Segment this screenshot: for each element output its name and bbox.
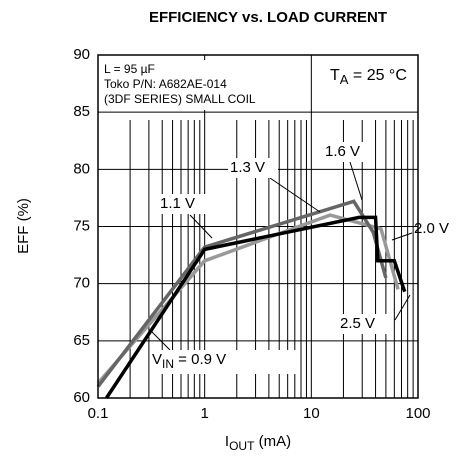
annotation: 2.0 V — [414, 220, 449, 237]
annotation-arrows — [149, 161, 413, 351]
arrow — [394, 294, 411, 321]
annotation: 1.3 V — [230, 159, 265, 176]
temperature: TA = 25 °C — [330, 67, 407, 87]
arrow — [391, 232, 413, 241]
label-bg — [228, 158, 278, 178]
plot-frame — [97, 54, 419, 399]
arrow — [269, 177, 321, 213]
annotation: 1.6 V — [325, 143, 360, 160]
annotation: 2.5 V — [340, 315, 375, 332]
label-bg — [323, 142, 373, 162]
y-tick-label: 65 — [73, 332, 90, 349]
x-tick-label: 10 — [303, 405, 320, 422]
temp-sub: A — [340, 72, 349, 87]
note: (3DF SERIES) SMALL COIL — [104, 92, 256, 106]
label-bg — [338, 314, 388, 334]
y-tick-label: 60 — [73, 389, 90, 406]
vin-label: VIN = 0.9 V — [152, 351, 226, 371]
y-tick-label: 90 — [73, 46, 90, 63]
series-line — [104, 215, 407, 399]
y-tick-label: 80 — [73, 160, 90, 177]
label-bg — [150, 350, 300, 374]
y-tick-label: 85 — [73, 103, 90, 120]
y-axis-label: EFF (%) — [15, 198, 32, 254]
note: L = 95 µF — [104, 62, 155, 76]
arrow — [349, 161, 363, 201]
note-box — [100, 60, 310, 110]
y-tick-label: 70 — [73, 275, 90, 292]
x-label-main: I — [225, 433, 229, 450]
y-tick-label: 75 — [73, 217, 90, 234]
temp-main: T — [330, 67, 340, 84]
temp-rest: = 25 °C — [348, 67, 406, 84]
arrow — [189, 214, 213, 239]
x-tick-label: 0.1 — [88, 405, 109, 422]
chart-title: EFFICIENCY vs. LOAD CURRENT — [149, 9, 387, 26]
x-tick-label: 100 — [405, 405, 430, 422]
x-tick-label: 1 — [200, 405, 208, 422]
annotation: 1.1 V — [160, 195, 195, 212]
vin-sub: IN — [162, 357, 174, 371]
vin-main: V — [152, 351, 162, 368]
lines — [96, 199, 407, 399]
x-label-sub: OUT — [229, 439, 255, 453]
x-axis-label: IOUT (mA) — [225, 433, 291, 453]
note: Toko P/N: A682AE-014 — [104, 77, 227, 91]
label-bg — [158, 194, 208, 214]
temp-box — [324, 62, 416, 92]
arrow — [149, 329, 171, 351]
x-label-rest: (mA) — [254, 433, 291, 450]
vin-rest: = 0.9 V — [174, 351, 226, 368]
